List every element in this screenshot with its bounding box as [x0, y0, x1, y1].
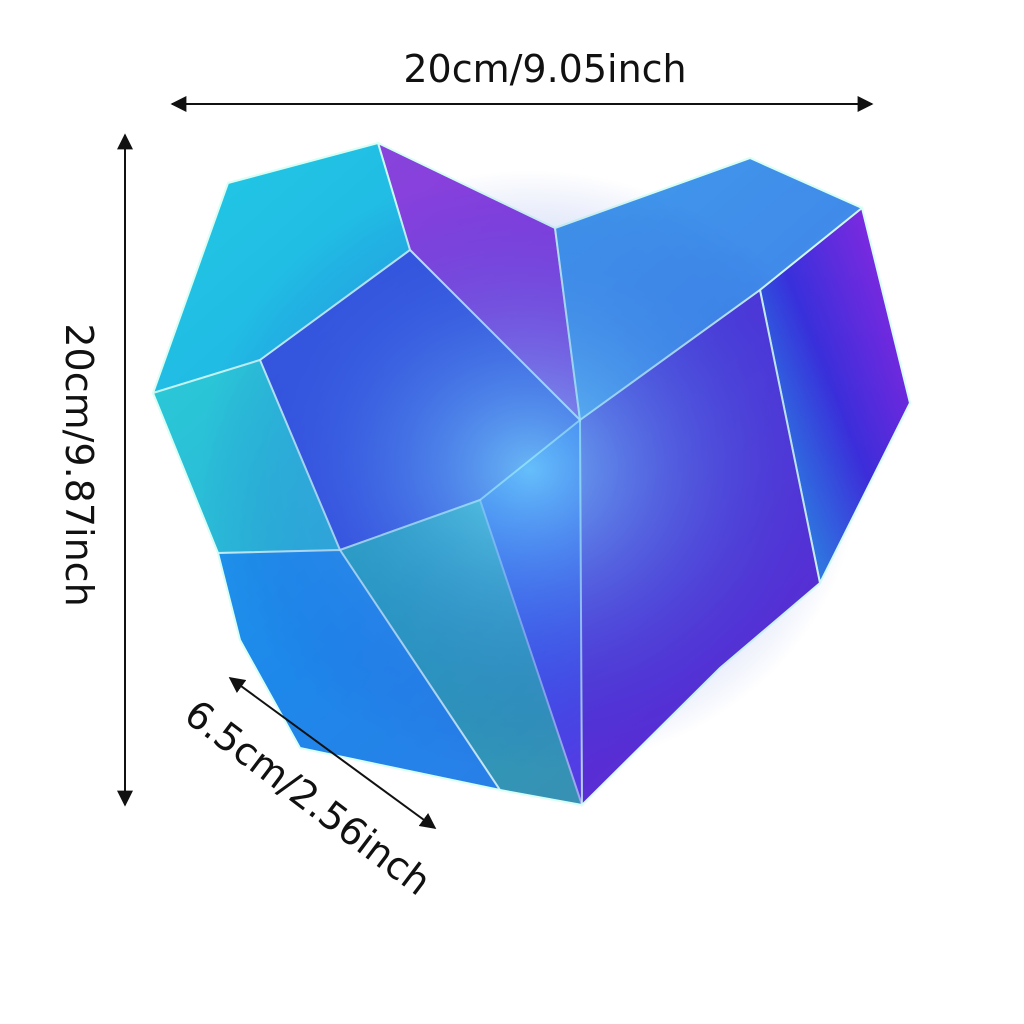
heart-lamp	[151, 141, 912, 808]
width-label: 20cm/9.05inch	[403, 47, 686, 91]
depth-arrow	[228, 677, 437, 829]
height-label: 20cm/9.87inch	[57, 323, 101, 606]
